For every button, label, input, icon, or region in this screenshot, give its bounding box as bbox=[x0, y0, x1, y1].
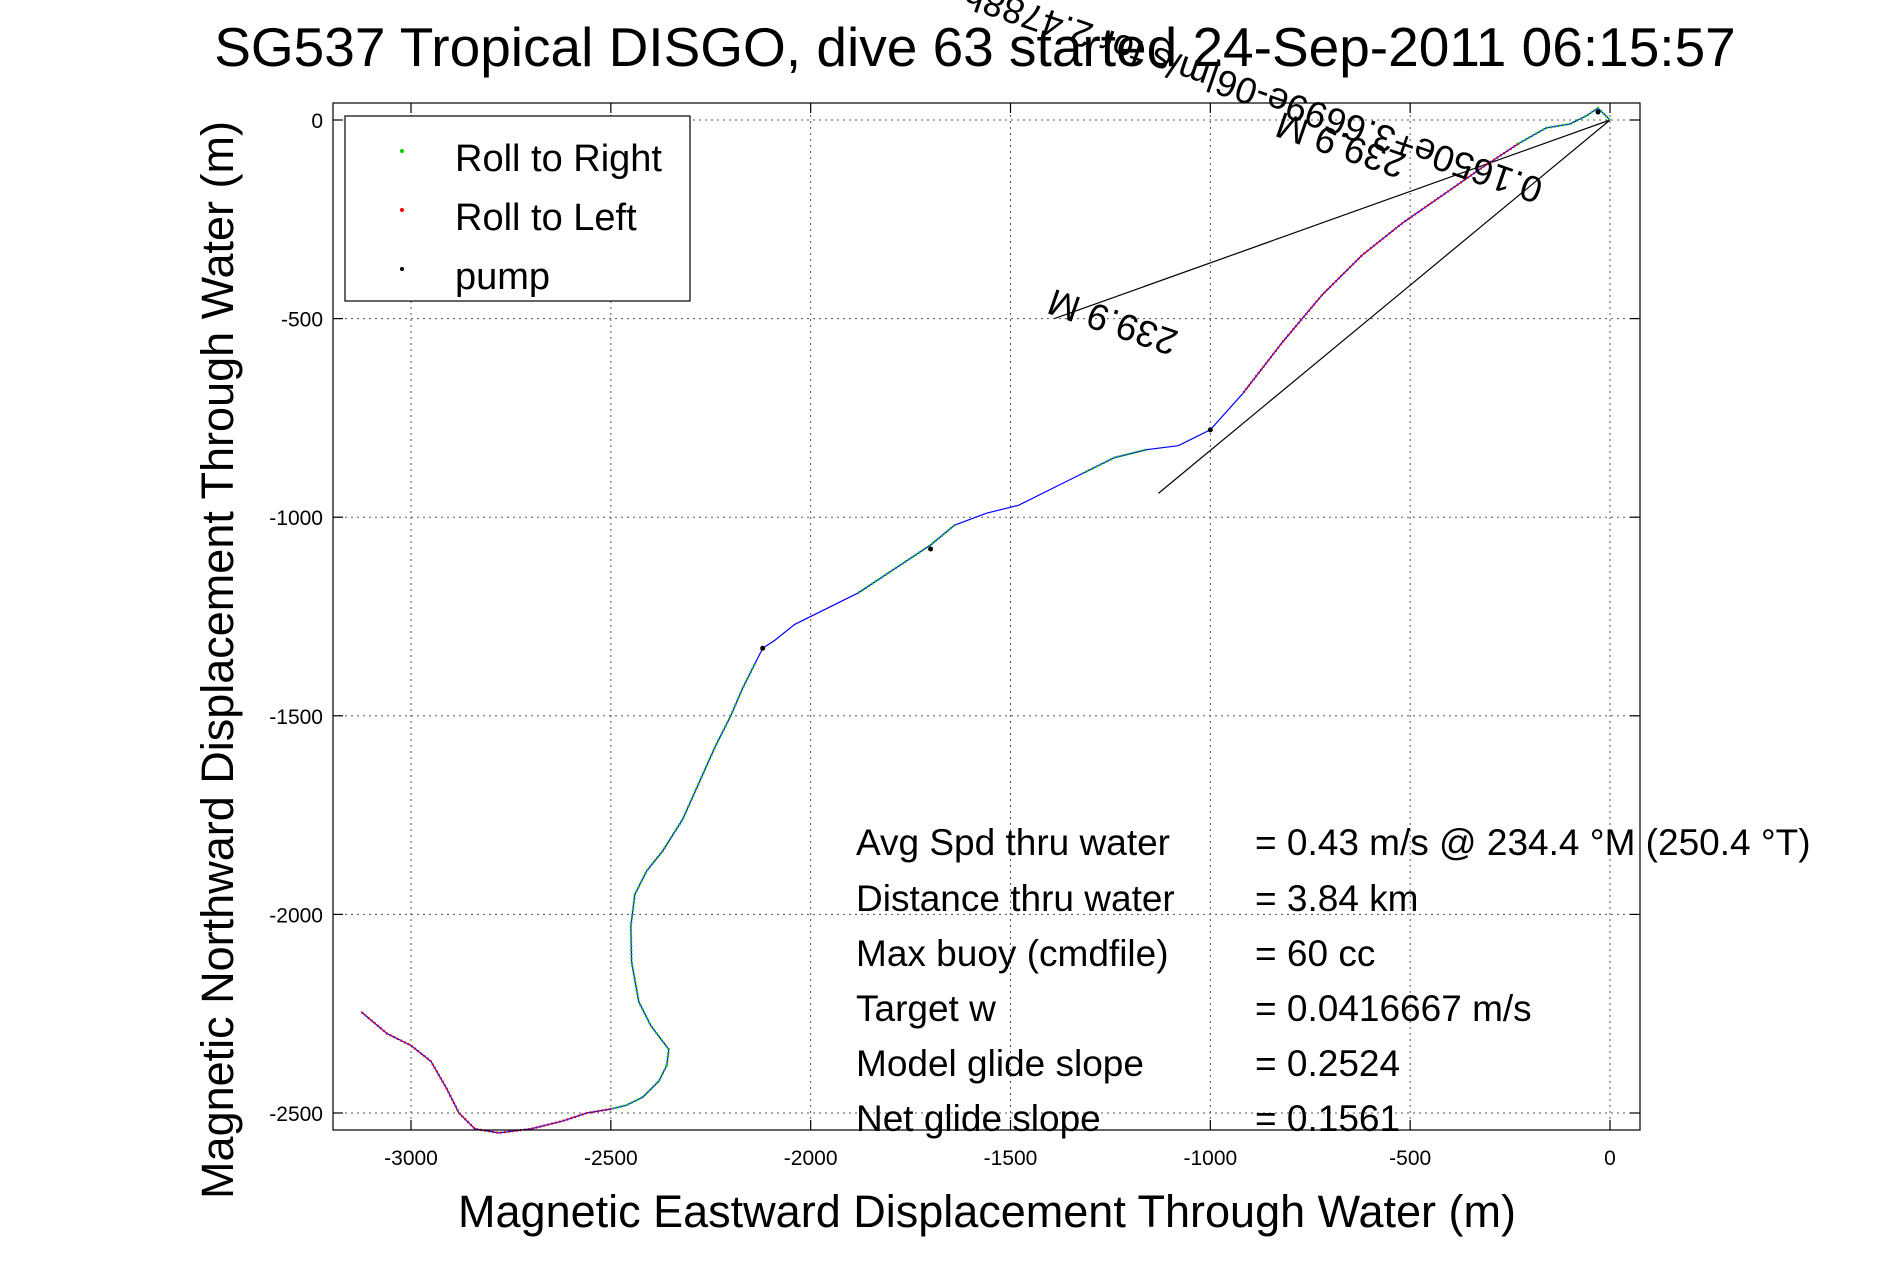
legend-marker-roll-right bbox=[400, 149, 404, 153]
pump-series bbox=[760, 109, 1601, 651]
x-tick-labels: -3000 -2500 -2000 -1500 -1000 -500 0 bbox=[384, 103, 1616, 1170]
y-tick-label: -1000 bbox=[269, 507, 323, 530]
stat-label-distance: Distance thru water bbox=[856, 878, 1175, 919]
y-tick-label: -1500 bbox=[269, 706, 323, 729]
y-tick-labels: 0 -500 -1000 -1500 -2000 -2500 bbox=[269, 110, 1640, 1126]
x-tick-label: -1500 bbox=[984, 1147, 1038, 1170]
chart-title: SG537 Tropical DISGO, dive 63 started 24… bbox=[214, 16, 1736, 78]
roll-left-segment bbox=[360, 1010, 612, 1135]
x-tick-label: -500 bbox=[1389, 1147, 1431, 1170]
y-tick-label: -2500 bbox=[269, 1103, 323, 1126]
stat-label-avg-speed: Avg Spd thru water bbox=[856, 822, 1170, 863]
stat-value-model-glide: = 0.2524 bbox=[1255, 1043, 1400, 1084]
roll-right-segment bbox=[1081, 448, 1147, 475]
stats-annotations: Avg Spd thru water = 0.43 m/s @ 234.4 °M… bbox=[856, 822, 1811, 1139]
legend-label-pump: pump bbox=[455, 256, 550, 298]
stat-label-max-buoy: Max buoy (cmdfile) bbox=[856, 933, 1169, 974]
legend: Roll to Right Roll to Left pump bbox=[344, 115, 691, 302]
roll-right-segment bbox=[857, 524, 956, 594]
pump-point bbox=[1207, 427, 1213, 433]
roll-right-segment bbox=[629, 663, 756, 1066]
current-line bbox=[1157, 119, 1611, 494]
x-tick-label: -1000 bbox=[1183, 1147, 1237, 1170]
stat-value-max-buoy: = 60 cc bbox=[1255, 933, 1375, 974]
y-tick-label: -2000 bbox=[269, 904, 323, 927]
current-line bbox=[1054, 119, 1611, 320]
stat-value-target-w: = 0.0416667 m/s bbox=[1255, 988, 1532, 1029]
roll-right-segment bbox=[1517, 106, 1611, 145]
stat-value-distance: = 3.84 km bbox=[1255, 878, 1419, 919]
x-tick-label: 0 bbox=[1604, 1147, 1616, 1170]
legend-label-roll-left: Roll to Left bbox=[455, 197, 637, 239]
current-vectors bbox=[1054, 119, 1611, 494]
y-tick-label: 0 bbox=[311, 110, 323, 133]
plot-frame bbox=[332, 102, 1641, 1131]
pump-point bbox=[928, 546, 934, 552]
x-tick-label: -3000 bbox=[384, 1147, 438, 1170]
legend-marker-pump bbox=[400, 267, 404, 271]
stat-label-target-w: Target w bbox=[856, 988, 996, 1029]
pump-point bbox=[1595, 109, 1601, 115]
roll-right-segment bbox=[610, 1064, 668, 1111]
legend-label-roll-right: Roll to Right bbox=[455, 138, 662, 180]
stat-label-net-glide: Net glide slope bbox=[856, 1098, 1101, 1139]
stat-value-net-glide: = 0.1561 bbox=[1255, 1098, 1400, 1139]
y-tick-label: -500 bbox=[281, 309, 323, 332]
x-axis-label: Magnetic Eastward Displacement Through W… bbox=[458, 1186, 1516, 1237]
track-series bbox=[360, 106, 1611, 1135]
legend-marker-roll-left bbox=[400, 208, 404, 212]
y-axis-label: Magnetic Northward Displacement Through … bbox=[192, 121, 243, 1199]
x-tick-label: -2500 bbox=[584, 1147, 638, 1170]
x-tick-label: -2000 bbox=[784, 1147, 838, 1170]
stat-label-model-glide: Model glide slope bbox=[856, 1043, 1144, 1084]
stat-value-avg-speed: = 0.43 m/s @ 234.4 °M (250.4 °T) bbox=[1255, 822, 1811, 863]
pump-point bbox=[760, 645, 766, 651]
